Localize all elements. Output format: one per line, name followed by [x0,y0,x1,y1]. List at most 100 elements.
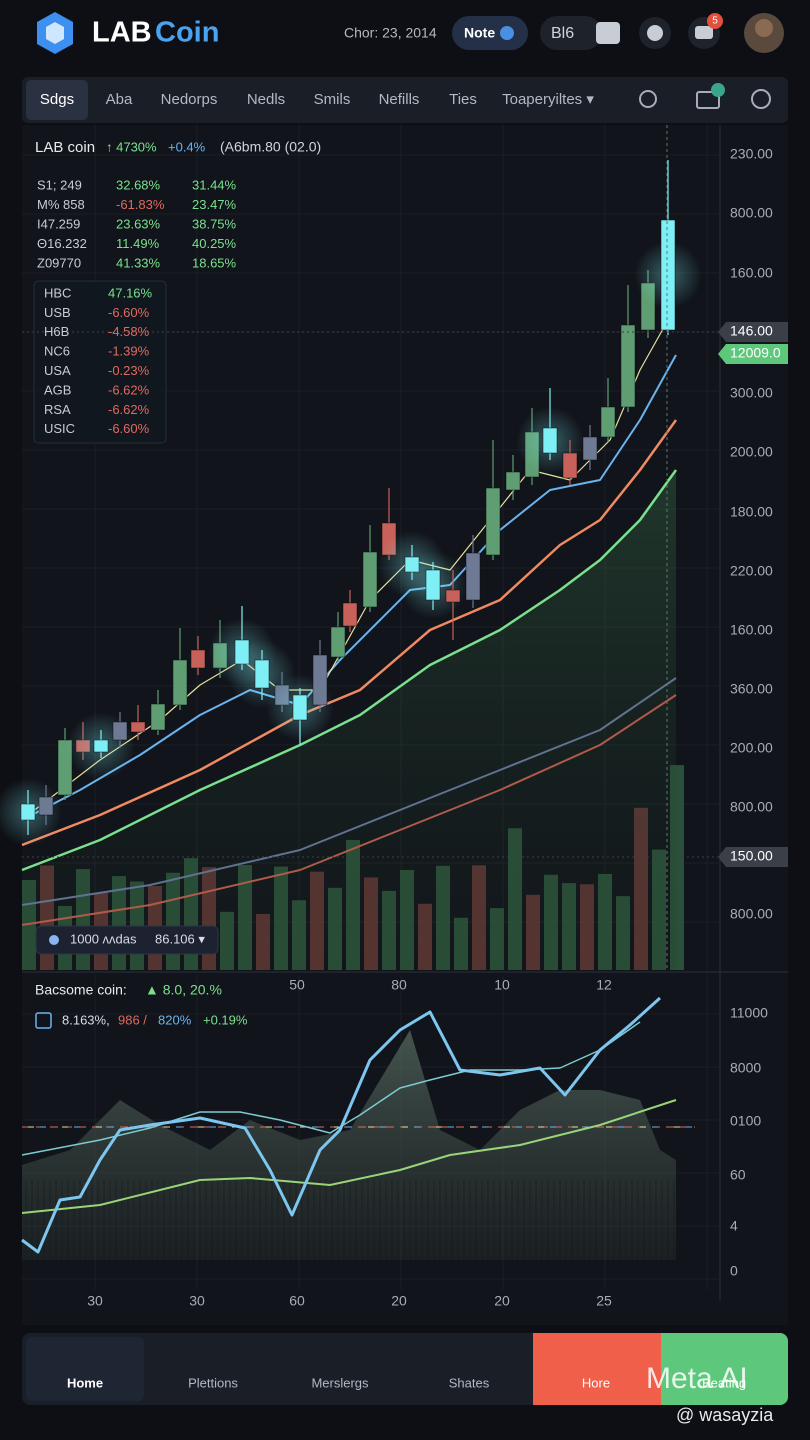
tab[interactable]: Toaperyiltes ▾ [502,91,594,108]
candle-body [505,471,521,491]
nav-red[interactable] [533,1333,661,1405]
nav-label[interactable]: Shates [449,1375,490,1390]
indicator-line [21,996,662,1254]
x-label: 12 [596,977,612,993]
app-title: LAB [92,17,152,49]
selector-label: 1000 ʌʌdas [70,931,137,946]
stat-value: -61.83% [116,197,165,212]
candle-body [38,796,54,816]
candle-body [562,452,578,479]
tab[interactable]: Ties [449,91,477,108]
candle-body [465,552,481,601]
ma-line [21,354,677,821]
symbol: LAB coin [35,139,95,156]
indicator-axis-label: 11000 [730,1005,768,1021]
b16-pill[interactable] [540,16,602,50]
price-label: 200.00 [730,444,773,460]
watch-symbol: USIC [44,421,75,436]
selector-icon [49,935,59,945]
selector-value: 86.106 ▾ [155,931,205,946]
price-badge [718,322,788,342]
volume-selector[interactable] [35,925,219,955]
watch-change: -1.39% [108,344,150,359]
tab-bar [22,77,788,123]
candle-body [130,721,146,733]
nav-label[interactable]: Merslergs [311,1375,369,1390]
candle-body [620,324,636,408]
nav-label[interactable]: Plettions [188,1375,238,1390]
candle-body [582,436,598,461]
date: Chor: 23, 2014 [344,25,437,41]
indicator-legend: 8.163%, [62,1012,110,1027]
indicator-change: ▲ 8.0, 20.% [145,982,222,998]
candle-body [542,427,558,454]
indicator-title: Bacsome coin: [35,982,127,998]
watch-change: 47.16% [108,285,153,300]
stat-value: 18.65% [192,255,237,270]
settings-icon[interactable] [751,89,771,109]
tab[interactable]: Nefills [379,91,420,108]
stat-value: 41.33% [116,255,161,270]
price-label: 160.00 [730,265,773,281]
candle-body [150,703,166,731]
candle-body [330,626,346,658]
candle-body [600,406,616,438]
price-badge [718,344,788,364]
indicator-axis-label: 0 [730,1263,738,1279]
price-label: 180.00 [730,504,773,520]
candle-body [660,219,676,331]
x-label: 30 [87,1293,103,1309]
wallet-icon[interactable] [596,22,620,44]
search-icon[interactable] [639,90,657,108]
tab[interactable]: Smils [314,91,351,108]
note-icon [500,26,514,40]
price-label: 300.00 [730,385,773,401]
checkbox[interactable] [35,1012,52,1029]
note-pill[interactable] [452,16,528,50]
ma-line [21,419,678,847]
watch-symbol: HBC [44,285,71,300]
active-tab[interactable] [26,80,88,120]
watermark: Meta AI [646,1362,748,1395]
candle-body [425,569,441,601]
price-badge [718,847,788,867]
badge [711,83,725,97]
indicator-axis-label: 60 [730,1167,746,1183]
price-label: 220.00 [730,563,773,579]
candle-body [292,694,308,721]
active-nav[interactable] [26,1337,144,1401]
b16-label: Bl6 [551,25,574,42]
price-label: 230.00 [730,146,773,162]
nav-label[interactable]: Hore [582,1375,610,1390]
watch-symbol: NC6 [44,344,70,359]
tab[interactable]: Nedorps [161,91,218,108]
price-label: 200.00 [730,740,773,756]
watch-change: -0.23% [108,363,150,378]
watch-symbol: USA [44,363,71,378]
tab[interactable]: Aba [106,91,133,108]
stat-name: Θ16.232 [37,236,87,251]
indicator-legend: +0.19% [203,1012,248,1027]
extra: (A6bm.80 (02.0) [220,139,321,155]
nav-green[interactable] [661,1333,788,1405]
watch-change: -4.58% [108,324,150,339]
stat-value: 23.63% [116,216,161,231]
tab[interactable]: Sdgs [40,91,74,108]
nav-label[interactable]: Beating [702,1375,746,1390]
layers-icon[interactable] [696,91,720,109]
plot [0,125,788,1368]
nav-label[interactable]: Home [67,1375,103,1390]
tab[interactable]: Nedls [247,91,285,108]
stat-value: 11.49% [116,236,160,251]
watch-change: -6.60% [108,305,150,320]
stat-value: 23.47% [192,197,237,212]
stat-value: 32.68% [116,177,161,192]
watch-symbol: AGB [44,382,71,397]
watch-change: -6.62% [108,382,150,397]
price-label: 360.00 [730,681,773,697]
indicator-legend: 986 / [118,1012,147,1027]
candle-body [445,589,461,603]
indicator-area [22,1030,676,1260]
